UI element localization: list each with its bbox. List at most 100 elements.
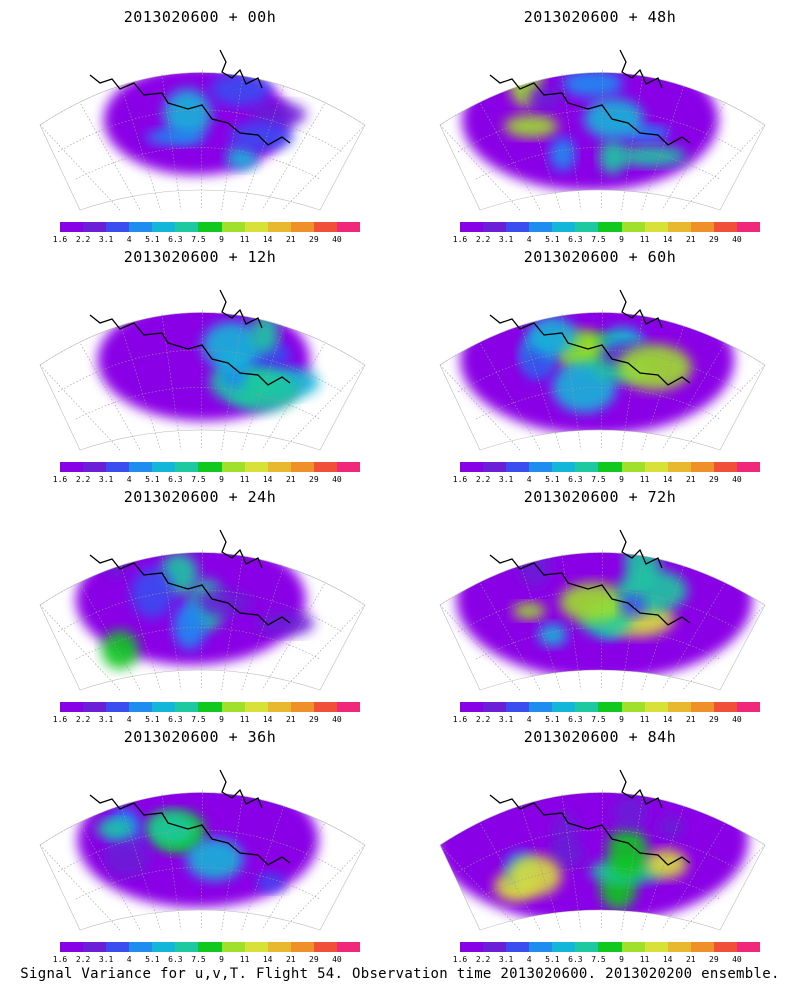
colorbar-swatch [529, 462, 552, 472]
colorbar [60, 462, 360, 472]
colorbar [460, 702, 760, 712]
colorbar-swatch [622, 702, 645, 712]
variance-field [460, 285, 734, 435]
colorbar-swatch [60, 222, 83, 232]
forecast-panel: 2013020600 + 36h 1.6 2.2 3.1 4 5.1 6.3 7.5 9 11 14… [0, 720, 400, 965]
colorbar-tick-label: 7.5 [191, 955, 205, 964]
colorbar-swatch [506, 702, 529, 712]
colorbar-tick-label: 11 [240, 955, 250, 964]
colorbar-tick-label: 1.6 [53, 955, 67, 964]
colorbar-swatch [598, 462, 621, 472]
polar-map [20, 510, 380, 695]
colorbar-tick-label: 9 [219, 955, 224, 964]
colorbar-swatch [668, 702, 691, 712]
forecast-panel: 2013020600 + 12h 1.6 2.2 3.1 4 5.1 6.3 7.5 9 11 14… [0, 240, 400, 485]
colorbar-swatch [691, 222, 714, 232]
panel-title: 2013020600 + 60h [400, 248, 800, 266]
colorbar-tick-label: 4 [527, 955, 532, 964]
colorbar-swatch [198, 462, 221, 472]
colorbar-swatch [83, 462, 106, 472]
colorbar-swatch [268, 222, 291, 232]
colorbar-swatch [337, 222, 360, 232]
colorbar-swatch [575, 702, 598, 712]
colorbar-swatch [314, 222, 337, 232]
forecast-panel: 2013020600 + 72h 1.6 2.2 3.1 4 5.1 6.3 7.5 9 11 14… [400, 480, 800, 725]
colorbar-swatch [60, 462, 83, 472]
colorbar-swatch [106, 942, 129, 952]
colorbar-swatch [714, 702, 737, 712]
colorbar-swatch [337, 702, 360, 712]
polar-map [20, 750, 380, 935]
polar-map [420, 270, 780, 455]
colorbar-swatch [645, 702, 668, 712]
variance-field [76, 535, 315, 669]
colorbar-swatch [245, 702, 268, 712]
panel-title: 2013020600 + 00h [0, 8, 400, 26]
variance-field [456, 520, 752, 680]
colorbar-swatch [506, 942, 529, 952]
colorbar-swatch [575, 462, 598, 472]
colorbar-swatch [291, 702, 314, 712]
colorbar-swatch [152, 462, 175, 472]
colorbar-swatch [152, 942, 175, 952]
colorbar-tick-label: 7.5 [591, 955, 605, 964]
colorbar-tick-label: 6.3 [168, 955, 182, 964]
colorbar-tick-label: 11 [640, 955, 650, 964]
colorbar-tick-label: 21 [686, 955, 696, 964]
panel-title: 2013020600 + 36h [0, 728, 400, 746]
colorbar-swatch [268, 702, 291, 712]
panel-title: 2013020600 + 48h [400, 8, 800, 26]
colorbar-swatch [552, 462, 575, 472]
colorbar-swatch [622, 942, 645, 952]
colorbar-swatch [337, 462, 360, 472]
colorbar-swatch [106, 462, 129, 472]
colorbar-tick-label: 5.1 [545, 955, 559, 964]
colorbar-swatch [83, 702, 106, 712]
colorbar [60, 222, 360, 232]
colorbar-tick-label: 2.2 [76, 955, 90, 964]
variance-field [462, 49, 718, 191]
colorbar-swatch [737, 462, 760, 472]
colorbar-swatch [714, 222, 737, 232]
colorbar-swatch [622, 222, 645, 232]
colorbar [60, 942, 360, 952]
colorbar-swatch [198, 942, 221, 952]
colorbar-swatch [737, 222, 760, 232]
figure-caption: Signal Variance for u,v,T. Flight 54. Ob… [0, 966, 800, 982]
colorbar-swatch [222, 702, 245, 712]
colorbar-swatch [668, 222, 691, 232]
colorbar-swatch [245, 942, 268, 952]
colorbar-swatch [575, 942, 598, 952]
colorbar-swatch [291, 942, 314, 952]
colorbar-swatch [737, 702, 760, 712]
colorbar-swatch [60, 702, 83, 712]
polar-map [420, 510, 780, 695]
colorbar-swatch [737, 942, 760, 952]
colorbar-labels: 1.6 2.2 3.1 4 5.1 6.3 7.5 9 11 14 21 29 40 [60, 955, 360, 965]
colorbar-swatch [337, 942, 360, 952]
colorbar-swatch [691, 462, 714, 472]
panel-title: 2013020600 + 72h [400, 488, 800, 506]
colorbar-swatch [460, 222, 483, 232]
colorbar-swatch [575, 222, 598, 232]
forecast-panel: 2013020600 + 84h 1.6 2.2 3.1 4 5.1 6.3 7.5 9 11 14… [400, 720, 800, 965]
colorbar-tick-label: 5.1 [145, 955, 159, 964]
variance-field [98, 299, 320, 421]
colorbar-tick-label: 9 [619, 955, 624, 964]
colorbar-swatch [222, 942, 245, 952]
colorbar-tick-label: 29 [309, 955, 319, 964]
colorbar-tick-label: 3.1 [99, 955, 113, 964]
colorbar-swatch [529, 222, 552, 232]
forecast-panel: 2013020600 + 24h 1.6 2.2 3.1 4 5.1 6.3 7.5 9 11 14… [0, 480, 400, 725]
colorbar-swatch [668, 462, 691, 472]
colorbar-swatch [668, 942, 691, 952]
colorbar [460, 942, 760, 952]
colorbar-swatch [529, 942, 552, 952]
colorbar-swatch [714, 942, 737, 952]
colorbar-swatch [552, 222, 575, 232]
variance-field [435, 756, 749, 924]
colorbar-swatch [222, 222, 245, 232]
colorbar-swatch [175, 462, 198, 472]
colorbar-tick-label: 14 [663, 955, 673, 964]
colorbar-swatch [60, 942, 83, 952]
